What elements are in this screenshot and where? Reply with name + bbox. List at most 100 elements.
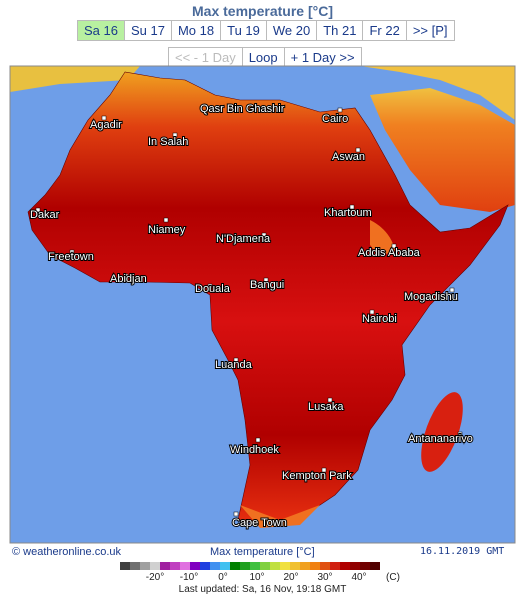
day-tab[interactable]: Mo 18 [170,20,222,41]
city-label: N'Djamena [216,233,271,245]
city-labels: Agadir Qasr Bin Ghashir Cairo In Salah Aswan… [29,102,474,530]
legend-swatch [240,562,250,570]
europe [10,66,140,92]
city-label: Cape Town [232,517,287,529]
city-label: Khartoum [324,207,372,219]
legend-label: (C) [386,572,400,583]
legend-swatch [140,562,150,570]
city-label: Agadir [90,119,122,131]
map-border [9,65,516,544]
date: 16.11.2019 GMT [420,546,505,557]
city-label: Abidjan [110,273,147,285]
city-label: Addis Ababa [358,247,421,259]
city-label: Freetown [48,251,94,263]
title: Max temperature [°C] [192,3,333,19]
city-dot [391,243,397,249]
legend-label: 0° [218,572,228,583]
city-label: Lusaka [308,401,344,413]
ethiopian-highlands [370,220,395,254]
south-coast [240,505,320,528]
day-tab[interactable]: We 20 [265,20,318,41]
city-label: Bangui [250,279,284,291]
legend-swatch [280,562,290,570]
city-dot [233,511,239,517]
city-dot [449,287,455,293]
legend-swatch [160,562,170,570]
legend-swatch [190,562,200,570]
city-dot [163,217,169,223]
city-dot [261,232,267,238]
madagascar [421,392,463,472]
legend-swatch [170,562,180,570]
legend-swatch [290,562,300,570]
legend-swatch [270,562,280,570]
day-tab[interactable]: Tu 19 [220,20,267,41]
legend-swatch [320,562,330,570]
city-dot [349,204,355,210]
city-dot [233,357,239,363]
city-label: Cairo [322,113,348,125]
city-dot [123,273,129,279]
legend-swatch [200,562,210,570]
city-label: In Salah [148,136,188,148]
last-updated: Last updated: Sa, 16 Nov, 19:18 GMT [178,584,347,595]
city-label: Douala [195,283,231,295]
city-dot [229,105,235,111]
legend-label: 10° [249,572,264,583]
city-dot [321,467,327,473]
day-tab[interactable]: Fr 22 [362,20,407,41]
legend-swatch [120,562,130,570]
city-label: Qasr Bin Ghashir [200,103,285,115]
day-tab[interactable]: Su 17 [123,20,172,41]
legend-label: -20° [146,572,164,583]
city-dot [369,309,375,315]
day-tab[interactable]: Th 21 [316,20,364,41]
day-tab[interactable]: Sa 16 [77,20,125,41]
legend-swatch [220,562,230,570]
city-dot [327,397,333,403]
day-tab[interactable]: >> [P] [405,20,455,41]
city-dot [355,147,361,153]
caption: Max temperature [°C] [210,546,315,558]
legend-swatch [310,562,320,570]
europe-east [360,66,515,120]
legend-label: 20° [283,572,298,583]
city-label: Windhoek [230,444,279,456]
legend-swatch [150,562,160,570]
city-dot [255,437,261,443]
arabia [370,88,515,212]
legend-swatch [300,562,310,570]
city-label: Luanda [215,359,253,371]
city-dot [263,277,269,283]
legend-label: 30° [317,572,332,583]
credit: © weatheronline.co.uk [12,546,122,558]
city-label: Kempton Park [282,470,352,482]
legend-swatch [210,562,220,570]
legend-swatch [340,562,350,570]
legend-swatch [250,562,260,570]
city-label: Antananarivo [408,433,473,445]
legend-swatch [350,562,360,570]
legend-swatch [260,562,270,570]
legend-label: -10° [180,572,198,583]
legend-swatch [360,562,370,570]
city-label: Nairobi [362,313,397,325]
legend: -20° -10° 0° 10° 20° 30° 40° (C) [120,562,400,583]
city-label: Aswan [332,151,365,163]
city-dot [457,431,463,437]
city-label: Mogadishu [404,291,458,303]
legend-swatch [370,562,380,570]
city-label: Dakar [30,209,60,221]
legend-swatch [230,562,240,570]
city-dot [337,107,343,113]
city-dot [101,115,107,121]
city-label: Niamey [148,224,186,236]
city-dot [35,207,41,213]
legend-label: 40° [351,572,366,583]
africa [27,71,509,527]
city-dot [172,132,178,138]
city-dot [207,283,213,289]
city-dot [69,249,75,255]
